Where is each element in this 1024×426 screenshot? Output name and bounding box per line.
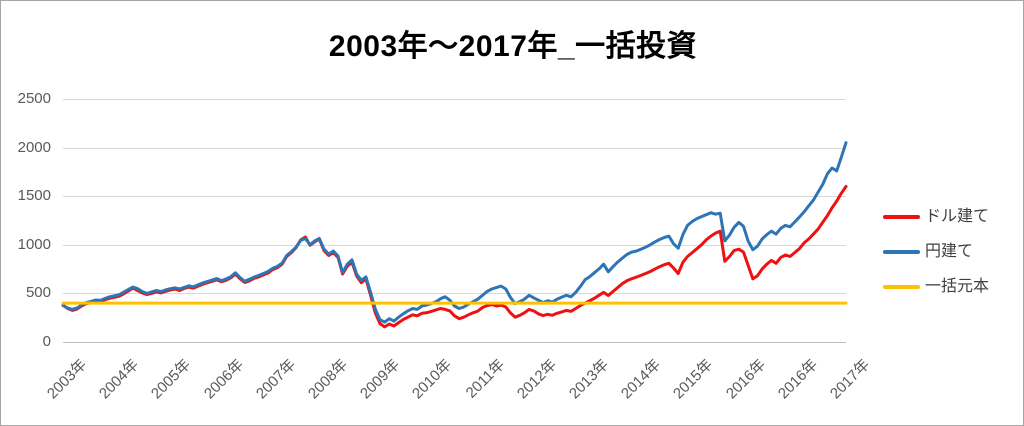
y-tick-label-2000: 2000 — [17, 138, 51, 156]
legend-line-swatch-principal — [883, 284, 920, 289]
y-tick-label-1000: 1000 — [17, 235, 51, 253]
chart-legend: ドル建て 円建て 一括元本 — [883, 199, 989, 304]
legend-label-principal: 一括元本 — [925, 277, 990, 295]
legend-line-swatch-yen — [883, 249, 920, 254]
series-line-yen — [61, 141, 848, 324]
y-tick-label-500: 500 — [25, 284, 51, 302]
legend-item-principal: 一括元本 — [883, 269, 989, 304]
legend-line-swatch-dollar — [883, 214, 920, 219]
legend-item-dollar: ドル建て — [883, 199, 989, 234]
y-tick-label-0: 0 — [42, 333, 51, 350]
legend-label-dollar: ドル建て — [925, 207, 990, 225]
chart-title: 2003年～2017年_一括投資 — [328, 30, 698, 63]
legend-label-yen: 円建て — [925, 242, 974, 260]
y-tick-label-2500: 2500 — [17, 90, 51, 107]
y-tick-label-1500: 1500 — [17, 187, 51, 205]
legend-item-yen: 円建て — [883, 234, 989, 269]
